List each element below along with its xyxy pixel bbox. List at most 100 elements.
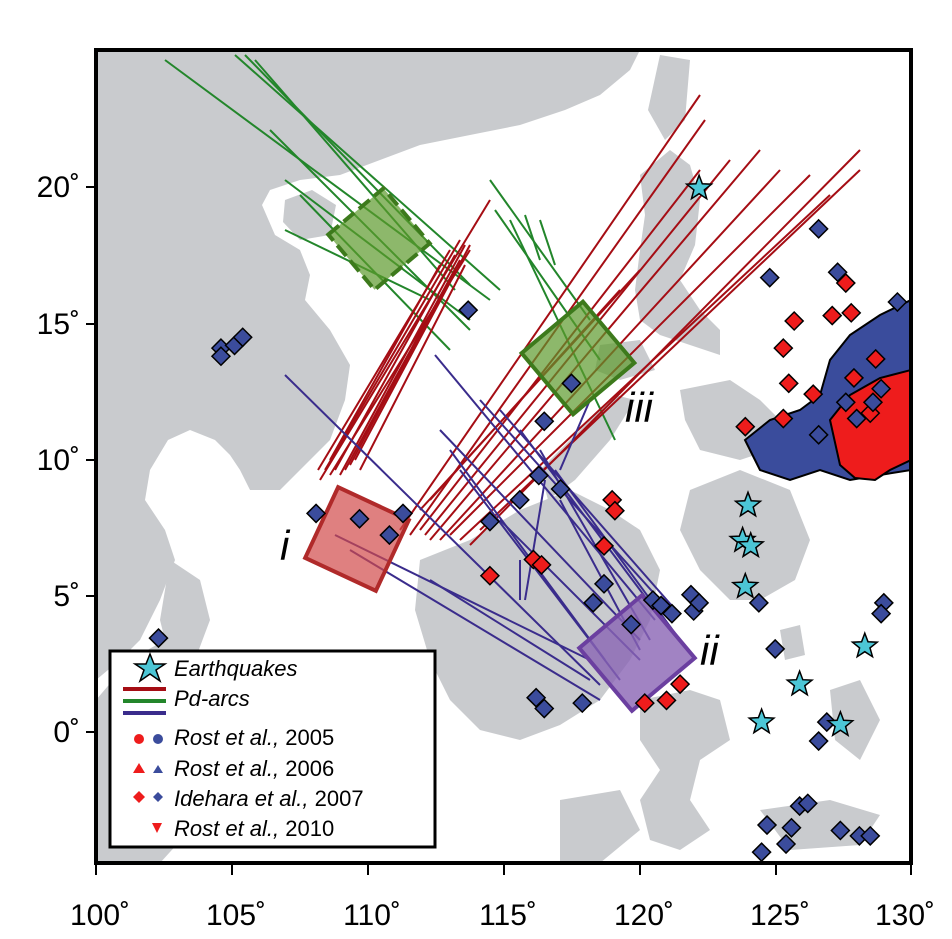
legend-red-diamond-icon xyxy=(133,791,145,803)
land-gulf-siam-coast xyxy=(215,470,270,560)
red-diamond-point xyxy=(634,693,655,714)
blue-diamond-point xyxy=(479,511,500,532)
earthquake-star xyxy=(736,530,766,559)
earthquake-star xyxy=(730,571,760,599)
land-malay-peninsula xyxy=(160,560,210,660)
blue-diamond-point xyxy=(830,820,851,841)
box-label-i: i xyxy=(280,522,291,569)
y-axis: 20˚ 15˚ 10˚ 5˚ 0˚ xyxy=(37,171,96,749)
blue-diamond-point xyxy=(458,300,479,321)
red-diamond-point xyxy=(841,302,862,323)
x-axis: 100˚ 105˚ 110˚ 115˚ 120˚ 125˚ 130˚ xyxy=(70,863,935,932)
red-diamond-point xyxy=(604,500,625,521)
blue-diamond-point xyxy=(816,712,837,733)
x-tick-130: 130˚ xyxy=(875,899,935,932)
red-diamond-point xyxy=(803,384,824,405)
legend-red-circle-icon xyxy=(134,734,144,744)
blue-diamond-point xyxy=(756,814,778,836)
blue-diamond-point xyxy=(862,392,884,413)
map-area xyxy=(96,50,911,863)
blue-diamond-point xyxy=(651,595,672,616)
blue-diamond-point xyxy=(232,327,253,348)
red-diamond-point xyxy=(735,416,756,437)
x-tick-100: 100˚ xyxy=(70,899,130,932)
y-tick-0: 0˚ xyxy=(53,716,80,749)
earthquake-star xyxy=(850,631,880,659)
y-tick-5: 5˚ xyxy=(53,580,80,613)
blue-diamond-point xyxy=(148,628,169,649)
blue-diamond-point xyxy=(509,489,530,510)
points-layer xyxy=(148,173,908,863)
blue-diamond-point xyxy=(528,465,549,486)
x-tick-105: 105˚ xyxy=(206,899,266,932)
legend-row-2007: Idehara et al., 2007 xyxy=(174,786,364,811)
earthquake-star xyxy=(785,668,815,697)
red-diamond-point xyxy=(531,554,552,575)
land-sangihe xyxy=(780,625,805,660)
red-diamond-point xyxy=(479,565,500,586)
y-tick-15: 15˚ xyxy=(37,308,80,341)
blue-diamond-point xyxy=(846,408,867,429)
land-hainan xyxy=(283,190,336,240)
blue-diamond-point xyxy=(621,614,642,635)
blue-diamond-point xyxy=(775,833,797,855)
blue-diamond-point xyxy=(572,693,593,714)
legend-row-2006: Rost et al., 2006 xyxy=(174,756,334,781)
box-label-ii: ii xyxy=(700,627,720,674)
blue-diamond-point xyxy=(808,730,829,752)
y-tick-10: 10˚ xyxy=(37,444,80,477)
x-tick-125: 125˚ xyxy=(750,899,810,932)
red-diamond-point xyxy=(784,310,805,332)
earthquake-star xyxy=(733,490,763,518)
blue-diamond-point xyxy=(210,346,232,367)
blue-diamond-point xyxy=(379,525,400,546)
blue-diamond-point xyxy=(392,503,414,524)
box-i-red xyxy=(302,484,412,594)
red-diamond-point xyxy=(656,690,677,711)
blue-diamond-point xyxy=(642,590,663,611)
legend-pd-arcs-label: Pd-arcs xyxy=(174,686,250,711)
blue-diamond-point xyxy=(871,378,892,399)
box-iii-green xyxy=(325,185,638,418)
blue-diamond-point xyxy=(765,638,786,659)
red-diamond-point xyxy=(843,367,865,388)
blue-diamond-point xyxy=(550,478,571,500)
legend-blue-circle-icon xyxy=(153,734,163,744)
blue-diamond-point xyxy=(583,592,604,613)
earthquake-star xyxy=(747,706,776,735)
blue-diamond-point xyxy=(561,373,582,394)
x-tick-115: 115˚ xyxy=(479,899,537,932)
land-indochina xyxy=(96,50,640,680)
blue-diamond-point xyxy=(835,392,856,413)
blue-diamond-point xyxy=(871,603,892,624)
blue-diamond-point xyxy=(797,793,818,814)
land-taiwan xyxy=(648,55,690,140)
legend: Earthquakes Pd-arcs Rost et al., 2005 Ro… xyxy=(108,649,437,849)
red-diamond-point xyxy=(773,338,794,359)
legend-star-icon xyxy=(132,651,168,683)
red-diamond-point xyxy=(670,674,691,695)
box-label-iii: iii xyxy=(625,384,655,431)
legend-row-2010: Rost et al., 2010 xyxy=(174,816,334,841)
blue-diamond-point xyxy=(781,817,802,838)
y-tick-20: 20˚ xyxy=(37,171,80,204)
blue-diamond-point xyxy=(534,411,555,432)
land-palawan xyxy=(540,395,635,500)
blue-diamond-point xyxy=(860,825,881,846)
red-diamond-point xyxy=(773,408,794,429)
earthquake-star xyxy=(684,173,714,201)
blue-diamond-point xyxy=(305,503,327,524)
legend-red-triangle-icon xyxy=(133,763,145,773)
blue-diamond-point xyxy=(534,698,555,719)
legend-blue-triangle-icon xyxy=(153,765,163,773)
blue-diamond-point xyxy=(808,424,829,445)
blue-diamond-point xyxy=(661,603,682,624)
blue-diamond-point xyxy=(748,592,769,613)
red-diamond-point xyxy=(778,373,799,394)
legend-blue-diamond-icon xyxy=(153,792,163,802)
x-tick-110: 110˚ xyxy=(343,899,401,932)
box-ii-purple xyxy=(576,592,698,714)
x-tick-120: 120˚ xyxy=(614,899,674,932)
land-sulawesi xyxy=(640,690,730,850)
